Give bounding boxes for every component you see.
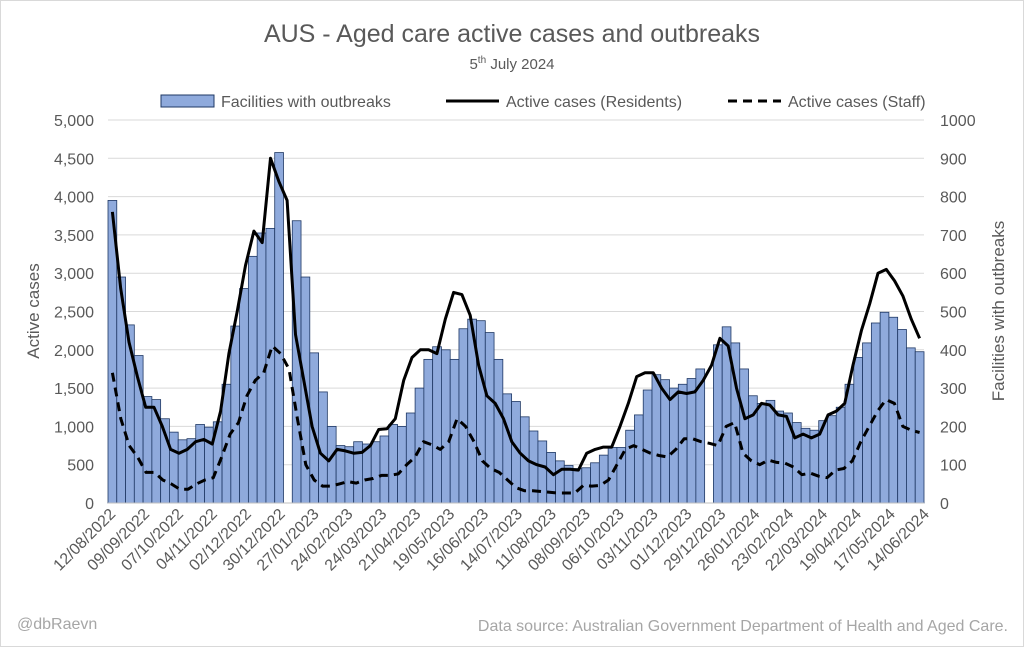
outbreak-bar (493, 358, 504, 504)
outbreak-bar (625, 429, 635, 504)
residents-cases-line (110, 156, 921, 477)
outbreak-bar (906, 347, 916, 504)
y-right-tick-label: 700 (940, 228, 967, 245)
data-source-note: Data source: Australian Government Depar… (477, 618, 1008, 635)
y-left-tick-label: 5,000 (54, 113, 94, 130)
y-right-tick-label: 1000 (940, 113, 976, 130)
outbreak-bar (677, 383, 688, 504)
outbreak-bar (800, 427, 811, 504)
outbreak-bar (169, 431, 179, 504)
subtitle-suffix: th (477, 55, 487, 66)
outbreak-bar (590, 462, 600, 504)
outbreak-bar (370, 441, 381, 504)
y-right-tick-label: 200 (940, 419, 967, 436)
outbreak-bar (441, 349, 451, 504)
y-right-tick-label: 100 (940, 458, 967, 475)
outbreak-bar (458, 328, 469, 504)
outbreak-bar (274, 152, 284, 504)
outbreak-bar (344, 446, 355, 504)
outbreak-bar (195, 424, 205, 504)
y-right-tick-label: 500 (940, 305, 967, 322)
outbreak-bar (563, 465, 574, 504)
chart-title: AUS - Aged care active cases and outbrea… (263, 20, 761, 48)
staff-cases-line (110, 344, 920, 495)
outbreak-bar (555, 460, 565, 504)
outbreak-bar (572, 468, 583, 504)
outbreak-bars (107, 152, 925, 504)
outbreak-bar (774, 410, 785, 504)
y-left-tick-label: 1,500 (54, 381, 94, 398)
outbreak-bar (642, 389, 653, 504)
outbreak-bar (607, 447, 618, 504)
y-right-tick-label: 300 (940, 381, 967, 398)
y-right-tick-label: 600 (940, 266, 967, 283)
outbreak-bar (713, 344, 723, 504)
y-left-tick-label: 3,000 (54, 266, 94, 283)
case-lines (110, 156, 921, 495)
legend-label: Active cases (Staff) (788, 94, 926, 111)
outbreak-bar (537, 440, 548, 504)
outbreak-bar (353, 441, 363, 504)
outbreak-bar (326, 425, 337, 504)
chart-axes: 0 0 500 100 1,000 200 1,500 300 2,000 400 2,500 500… (51, 113, 976, 574)
outbreak-bar (204, 426, 214, 504)
y-right-tick-label: 400 (940, 343, 967, 360)
y-left-tick-label: 3,500 (54, 228, 94, 245)
y-right-tick-label: 0 (940, 496, 949, 513)
outbreak-bar (870, 322, 881, 504)
outbreak-bar (914, 351, 925, 504)
y-left-tick-label: 2,500 (54, 305, 94, 322)
outbreak-bar (835, 406, 846, 504)
outbreak-bar (379, 435, 390, 504)
outbreak-bar (432, 346, 442, 504)
author-watermark: @dbRaevn (17, 616, 98, 633)
legend-label: Active cases (Residents) (506, 94, 682, 111)
outbreak-bar (502, 393, 513, 504)
outbreak-bar (853, 357, 863, 504)
outbreak-bar (756, 403, 767, 504)
y-left-tick-label: 2,000 (54, 343, 94, 360)
y-left-tick-label: 0 (85, 496, 94, 513)
outbreak-bar (414, 387, 425, 504)
outbreak-bar (546, 452, 556, 504)
outbreak-bar (651, 374, 662, 504)
outbreak-bar (476, 320, 486, 504)
outbreak-bar (405, 412, 416, 504)
outbreak-bar (484, 332, 495, 504)
outbreak-bar (598, 454, 609, 504)
y-right-tick-label: 900 (940, 151, 967, 168)
y-left-tick-label: 4,000 (54, 190, 94, 207)
legend-label: Facilities with outbreaks (221, 94, 391, 111)
outbreak-bar (423, 358, 434, 504)
legend-swatch-bar (160, 94, 215, 108)
outbreak-bar (739, 368, 749, 504)
subtitle-day: 5 (469, 56, 478, 73)
outbreak-bar (862, 342, 872, 504)
outbreak-bar (449, 358, 460, 504)
outbreak-bar (888, 316, 899, 504)
outbreak-bar (827, 415, 837, 504)
outbreak-bar (634, 414, 644, 504)
outbreak-bar (142, 396, 153, 504)
y-left-tick-label: 500 (67, 458, 94, 475)
y-left-tick-label: 4,500 (54, 151, 94, 168)
outbreak-bar (335, 445, 346, 504)
chart-legend: Facilities with outbreaks Active cases (R… (160, 94, 926, 111)
outbreak-bar (230, 325, 241, 504)
y-axis-right-label: Facilities with outbreaks (989, 221, 1008, 401)
subtitle-rest: July 2024 (490, 56, 555, 73)
y-right-tick-label: 800 (940, 190, 967, 207)
outbreak-bar (765, 399, 776, 504)
outbreak-bar (809, 429, 820, 504)
outbreak-bar (388, 424, 398, 504)
y-left-tick-label: 1,000 (54, 419, 94, 436)
chart-subtitle: 5th July 2024 (0, 55, 1024, 73)
y-axis-left-label: Active cases (24, 263, 43, 358)
outbreak-bar (669, 387, 679, 504)
